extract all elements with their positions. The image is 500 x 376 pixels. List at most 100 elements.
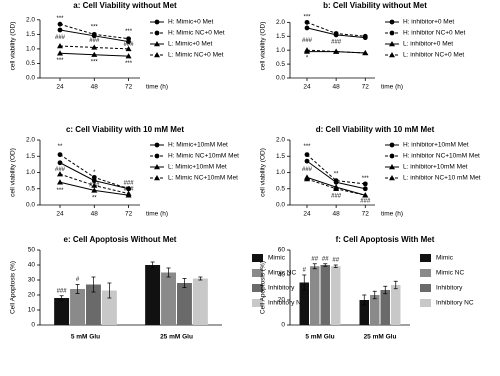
- legend-marker: [389, 164, 395, 170]
- bar: [192, 278, 208, 325]
- marker: [91, 174, 97, 180]
- annotation: ###: [124, 186, 135, 192]
- marker: [91, 44, 98, 50]
- y-tick-label: 0.5: [26, 185, 35, 192]
- x-tick-label: 48: [333, 84, 341, 91]
- legend-marker: [154, 52, 160, 58]
- bar: [299, 282, 309, 325]
- marker: [57, 21, 63, 27]
- legend-label: L: Mimic+10mM Met: [168, 164, 227, 171]
- legend-swatch: [252, 254, 263, 262]
- error-bar: [166, 267, 171, 278]
- legend-label: H: Mimic+10mM Met: [168, 142, 228, 149]
- error-bar: [383, 285, 388, 295]
- annotation: **: [92, 195, 97, 201]
- legend-marker: [154, 175, 160, 181]
- legend-label: L: inhibitor+10mM Met: [403, 164, 468, 171]
- legend-marker: [154, 19, 160, 25]
- y-tick-label: 50: [28, 247, 36, 254]
- bar: [391, 285, 401, 325]
- legend-marker: [154, 41, 160, 47]
- x-tick-label: 24: [303, 211, 311, 218]
- legend-label: L: Mimic NC+0 Met: [168, 52, 224, 59]
- chart-title: b: Cell Viability without Met: [323, 1, 427, 10]
- legend-label: L: inhibitor NC+0 Met: [403, 52, 464, 59]
- marker: [333, 48, 340, 54]
- legend-label: L: inhibitor+0 Met: [403, 41, 453, 48]
- legend-label: Mimic: [436, 255, 454, 262]
- chart-title: e: Cell Apoptosis Without Met: [64, 235, 177, 244]
- y-tick-label: 0.0: [276, 202, 285, 209]
- annotation: ###: [360, 199, 371, 205]
- annotation: **: [334, 172, 339, 178]
- legend-marker: [389, 153, 395, 159]
- y-tick-label: 1.0: [276, 169, 285, 176]
- legend-label: Inhibitory: [268, 285, 295, 292]
- marker: [125, 45, 132, 52]
- annotation: ###: [302, 167, 313, 173]
- legend-swatch: [420, 254, 431, 262]
- annotation: #: [303, 268, 307, 274]
- annotation: ###: [89, 182, 100, 188]
- marker: [304, 158, 310, 164]
- y-axis-label: Cell Apoptosis (%): [10, 261, 17, 314]
- marker: [91, 187, 98, 193]
- annotation: ***: [91, 25, 99, 31]
- error-bar: [198, 276, 203, 281]
- legend-label: H: Mimic NC+10mM Met: [168, 153, 239, 160]
- legend-marker: [154, 142, 160, 148]
- x-tick-label: 72: [125, 84, 133, 91]
- legend-label: H: inhibitor+0 Met: [403, 19, 454, 26]
- marker: [304, 152, 310, 158]
- y-axis-label: cell viability (OD): [10, 148, 17, 197]
- error-bar: [393, 280, 398, 290]
- marker: [57, 43, 63, 49]
- y-tick-label: 1.0: [26, 46, 35, 53]
- marker: [126, 186, 131, 192]
- annotation: ##: [332, 258, 339, 264]
- legend-marker: [389, 52, 395, 58]
- legend-marker: [389, 41, 395, 47]
- annotation: ***: [91, 60, 99, 66]
- bar: [331, 266, 341, 325]
- legend-label: L: Mimic+0 Met: [168, 41, 212, 48]
- x-tick-label: 24: [303, 84, 311, 91]
- legend-swatch: [420, 269, 431, 277]
- x-tick-label: 25 mM Glu: [160, 334, 193, 341]
- bar: [310, 266, 320, 325]
- legend-swatch: [252, 299, 263, 307]
- legend-marker: [389, 142, 395, 148]
- marker: [91, 182, 98, 188]
- legend-marker: [154, 164, 160, 170]
- series-line: [59, 45, 129, 50]
- error-bar: [182, 278, 187, 288]
- y-tick-label: 1.5: [26, 31, 35, 38]
- y-tick-label: 0.5: [276, 61, 285, 68]
- legend-swatch: [420, 299, 431, 307]
- annotation: ***: [303, 14, 311, 20]
- marker: [362, 49, 369, 56]
- chart-title: a: Cell Viability without Met: [73, 1, 177, 10]
- legend-marker: [389, 19, 395, 25]
- legend-swatch: [252, 269, 263, 277]
- y-axis-label: cell viability (OD): [260, 148, 267, 197]
- x-axis-label: time (h): [381, 84, 403, 91]
- y-tick-label: 30: [28, 277, 36, 284]
- annotation: ###: [302, 38, 313, 44]
- y-tick-label: 20: [28, 292, 36, 299]
- marker: [57, 50, 63, 56]
- legend-label: L: inhibitor NC+10 mM Met: [403, 175, 481, 182]
- x-tick-label: 72: [125, 211, 133, 218]
- marker: [362, 192, 369, 198]
- marker: [362, 181, 368, 187]
- bar: [370, 295, 380, 325]
- marker: [91, 31, 97, 37]
- y-tick-label: 1.0: [276, 47, 285, 54]
- marker: [304, 25, 310, 31]
- marker: [304, 47, 310, 53]
- x-tick-label: 48: [91, 211, 99, 218]
- marker: [125, 190, 132, 196]
- marker: [57, 160, 63, 166]
- legend-label: H: Mimic NC+0 Met: [168, 30, 225, 37]
- annotation: ##: [322, 256, 329, 262]
